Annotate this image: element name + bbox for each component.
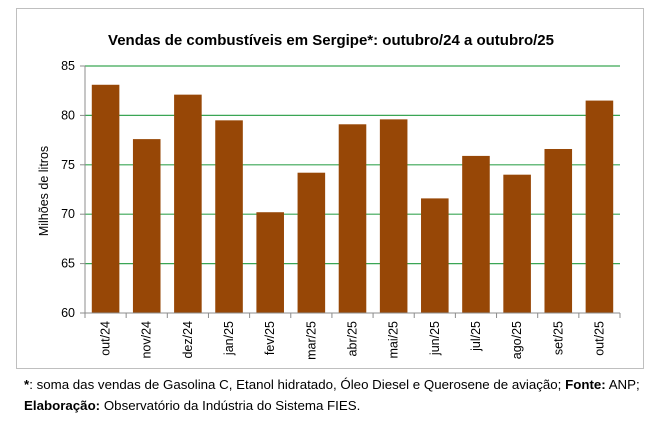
bar (462, 155, 490, 313)
footnote-asterisk: * (24, 377, 30, 392)
bar (503, 174, 531, 313)
x-tick-label: abr/25 (346, 321, 360, 356)
x-tick-label: dez/24 (181, 321, 195, 359)
bar (215, 120, 243, 313)
bar-chart: Vendas de combustíveis em Sergipe*: outu… (37, 32, 621, 360)
x-tick-label: jan/25 (222, 321, 236, 356)
x-tick-label: fev/25 (263, 321, 277, 355)
bar (421, 198, 449, 313)
source-label: Fonte: (565, 377, 606, 392)
y-tick-label: 60 (61, 306, 75, 320)
x-tick-label: out/24 (99, 321, 113, 356)
y-tick-label: 70 (61, 207, 75, 221)
x-tick-label: mai/25 (387, 321, 401, 359)
x-tick-label: nov/24 (140, 321, 154, 359)
bar (256, 212, 284, 313)
chart-title: Vendas de combustíveis em Sergipe*: outu… (108, 32, 554, 49)
x-tick-label: ago/25 (510, 321, 524, 359)
bar (379, 119, 408, 314)
x-tick-label: set/25 (551, 321, 565, 355)
y-axis-label: Milhões de litros (37, 146, 51, 236)
y-tick-label: 65 (61, 257, 75, 271)
footnote-line-1: *: soma das vendas de Gasolina C, Etanol… (24, 374, 644, 395)
footnote: *: soma das vendas de Gasolina C, Etanol… (24, 374, 644, 416)
y-tick-label: 75 (61, 158, 75, 172)
y-tick-label: 80 (61, 108, 75, 122)
x-tick-label: jul/25 (469, 321, 483, 352)
bar (544, 148, 573, 313)
footnote-description: : soma das vendas de Gasolina C, Etanol … (29, 377, 562, 392)
x-tick-label: mar/25 (304, 321, 318, 360)
y-tick-label: 85 (61, 59, 75, 73)
bar (174, 94, 202, 313)
bar (91, 84, 120, 313)
bar (132, 139, 161, 313)
chart-frame: Vendas de combustíveis em Sergipe*: outu… (16, 8, 644, 369)
bar (585, 100, 614, 313)
elaboration-text: Observatório da Indústria do Sistema FIE… (103, 398, 361, 413)
x-tick-label: jun/25 (428, 321, 442, 356)
bar (338, 124, 367, 314)
footnote-line-2: Elaboração: Observatório da Indústria do… (24, 395, 644, 416)
bar (297, 172, 326, 313)
elaboration-label: Elaboração: (24, 398, 101, 413)
source-value: ANP; (608, 377, 640, 392)
x-tick-label: out/25 (592, 321, 606, 356)
